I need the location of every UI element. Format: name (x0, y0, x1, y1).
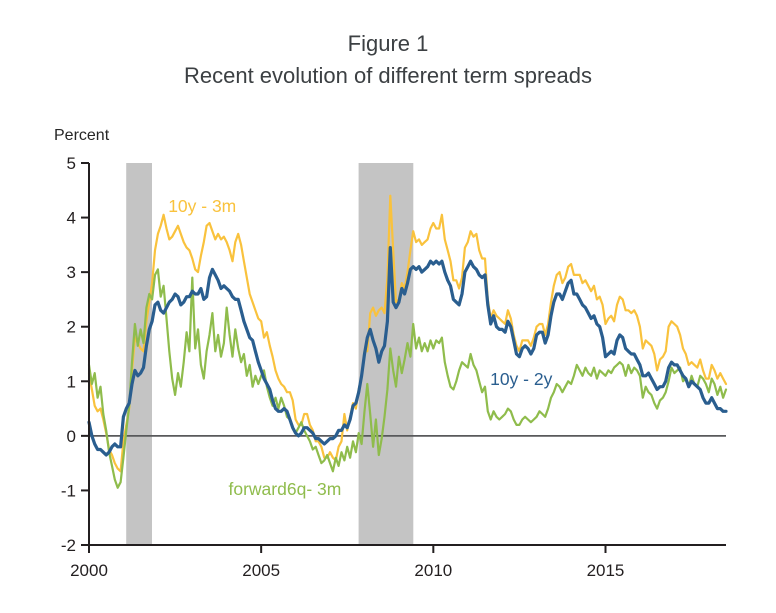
y-tick-label: 0 (67, 427, 76, 446)
x-tick-label: 2000 (70, 561, 108, 580)
y-tick-label: 5 (67, 154, 76, 173)
recession-band (358, 163, 414, 545)
x-tick-label: 2015 (587, 561, 625, 580)
x-tick-label: 2010 (414, 561, 452, 580)
series-label-10y-2y: 10y - 2y (490, 369, 552, 389)
recession-band (126, 163, 152, 545)
series-line-10y-3m (87, 194, 728, 473)
y-tick-label: 2 (67, 318, 76, 337)
y-tick-label: 3 (67, 263, 76, 282)
series-label-forward6q-3m: forward6q- 3m (229, 479, 342, 499)
series-line-forward6q-3m (87, 268, 728, 489)
y-axis-unit-label: Percent (54, 127, 110, 144)
y-tick-label: 1 (67, 372, 76, 391)
series-label-10y-3m: 10y - 3m (168, 196, 236, 216)
y-tick-label: 4 (67, 209, 76, 228)
x-tick-label: 2005 (242, 561, 280, 580)
figure-subtitle: Recent evolution of different term sprea… (183, 63, 593, 88)
series-line-10y-2y (87, 246, 728, 457)
y-tick-label: -1 (61, 481, 76, 500)
figure-title: Figure 1 (347, 31, 429, 56)
y-tick-label: -2 (61, 536, 76, 555)
